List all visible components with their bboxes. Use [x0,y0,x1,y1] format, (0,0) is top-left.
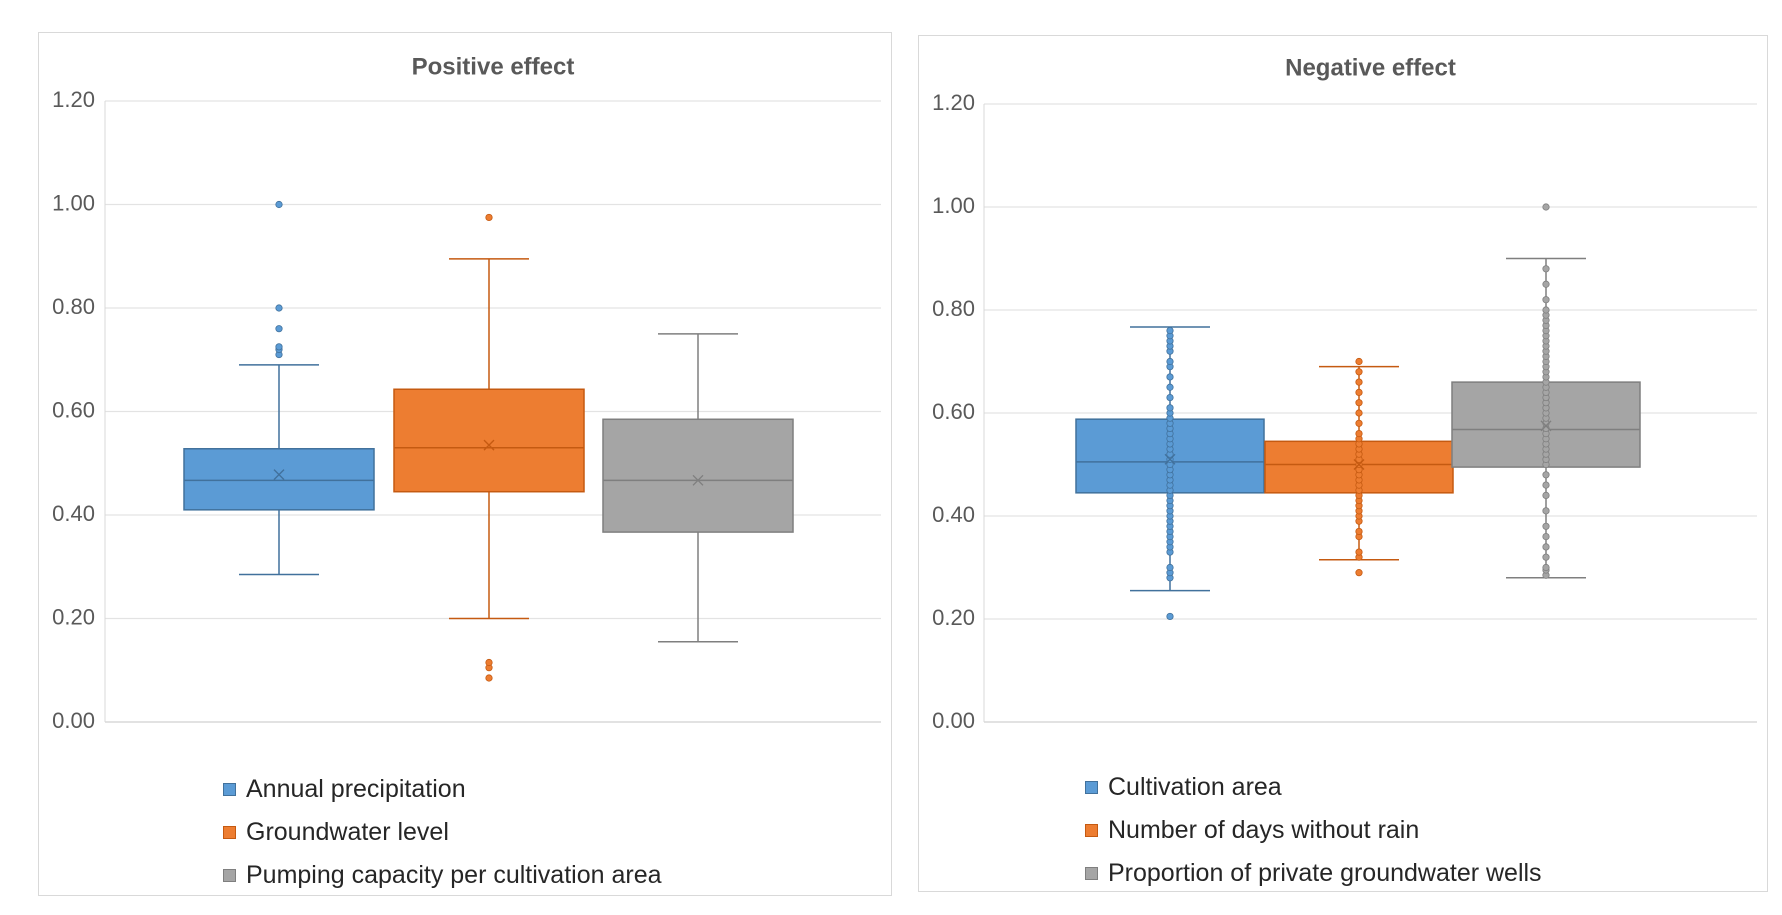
data-point [1355,357,1363,366]
data-point [1166,612,1174,621]
data-point [1542,522,1550,530]
negative-effect-legend: Cultivation area Number of days without … [1085,766,1542,895]
legend-swatch [1085,824,1098,837]
box-number-of-days-without-rain [1264,357,1454,577]
data-point [1542,563,1550,572]
legend-swatch [223,869,236,882]
negative-effect-panel: Negative effect 0.00 0.20 0.40 0.60 0.80 1.00 1… [918,35,1768,892]
y-tick-label: 1.20 [52,87,95,112]
data-point [1542,553,1550,561]
data-point [1542,280,1550,288]
data-point [1542,491,1550,499]
mean-marker [273,469,285,481]
data-point [1355,378,1363,386]
legend-swatch [1085,867,1098,880]
data-point [1542,296,1550,304]
y-tick-label: 0.00 [932,708,975,733]
mean-marker [1164,453,1176,465]
data-point [275,325,283,333]
y-tick-label: 0.20 [932,605,975,630]
box-proportion-of-private-groundwater-wells [1451,203,1641,579]
y-tick-label: 0.80 [52,294,95,319]
data-point [1166,404,1174,412]
legend-item: Cultivation area [1085,766,1542,809]
mean-marker [1540,420,1552,432]
data-point [1542,203,1550,211]
legend-item: Proportion of private groundwater wells [1085,852,1542,895]
data-point [1355,388,1363,396]
mean-marker [483,439,495,451]
legend-label: Proportion of private groundwater wells [1108,859,1542,887]
data-point [275,343,283,351]
data-point [1542,481,1550,489]
y-tick-label: 0.20 [52,604,95,629]
y-tick-label: 0.40 [52,501,95,526]
data-point [1355,409,1363,417]
data-point [1542,306,1550,314]
data-point [1166,373,1174,381]
positive-effect-chart: Positive effect 0.00 0.20 0.40 0.60 0.80 1.00 1… [52,53,881,733]
data-point [1542,532,1550,541]
iqr-box [393,388,585,493]
legend-label: Annual precipitation [246,775,466,803]
box-pumping-capacity-per-cultivation-area [602,333,794,643]
negative-effect-chart: Negative effect 0.00 0.20 0.40 0.60 0.80 1.00 1… [932,54,1757,733]
data-point [1542,471,1550,479]
y-tick-label: 0.60 [52,397,95,422]
chart-title: Positive effect [412,53,575,80]
data-point [485,658,493,667]
y-tick-label: 1.00 [52,190,95,215]
data-point [1166,563,1174,572]
data-point [1355,548,1363,556]
y-tick-label: 0.80 [932,296,975,321]
legend-label: Cultivation area [1108,773,1282,801]
data-point [485,674,493,682]
data-point [1166,393,1174,402]
data-point [1355,419,1363,427]
legend-item: Pumping capacity per cultivation area [223,854,662,897]
y-tick-label: 0.40 [932,502,975,527]
data-point [1355,429,1363,438]
iqr-box [183,448,375,511]
legend-item: Annual precipitation [223,768,662,811]
chart-title: Negative effect [1285,54,1456,81]
box-cultivation-area [1075,326,1265,621]
iqr-box [602,418,794,533]
positive-effect-legend: Annual precipitation Groundwater level P… [223,768,662,897]
legend-label: Groundwater level [246,818,449,846]
data-point [275,200,283,209]
legend-label: Number of days without rain [1108,816,1420,844]
data-point [1355,569,1363,577]
legend-swatch [223,826,236,839]
legend-swatch [1085,781,1098,794]
legend-label: Pumping capacity per cultivation area [246,861,662,889]
y-tick-label: 0.60 [932,399,975,424]
y-tick-label: 1.00 [932,193,975,218]
data-point [1355,527,1363,536]
legend-item: Groundwater level [223,811,662,854]
y-tick-label: 1.20 [932,90,975,115]
box-groundwater-level [393,213,585,682]
data-point [1542,265,1550,273]
box-annual-precipitation [183,200,375,576]
data-point [1166,326,1174,335]
data-point [1166,357,1174,366]
mean-marker [692,474,704,486]
data-point [1355,399,1363,407]
data-point [485,213,493,222]
data-point [1166,383,1174,391]
positive-effect-panel: Positive effect 0.00 0.20 0.40 0.60 0.80 1.00 1… [38,32,892,896]
mean-marker [1353,459,1365,470]
data-point [1542,543,1550,551]
legend-swatch [223,783,236,796]
data-point [275,304,283,312]
legend-item: Number of days without rain [1085,809,1542,852]
data-point [1355,368,1363,376]
y-tick-label: 0.00 [52,708,95,733]
data-point [1542,507,1550,515]
